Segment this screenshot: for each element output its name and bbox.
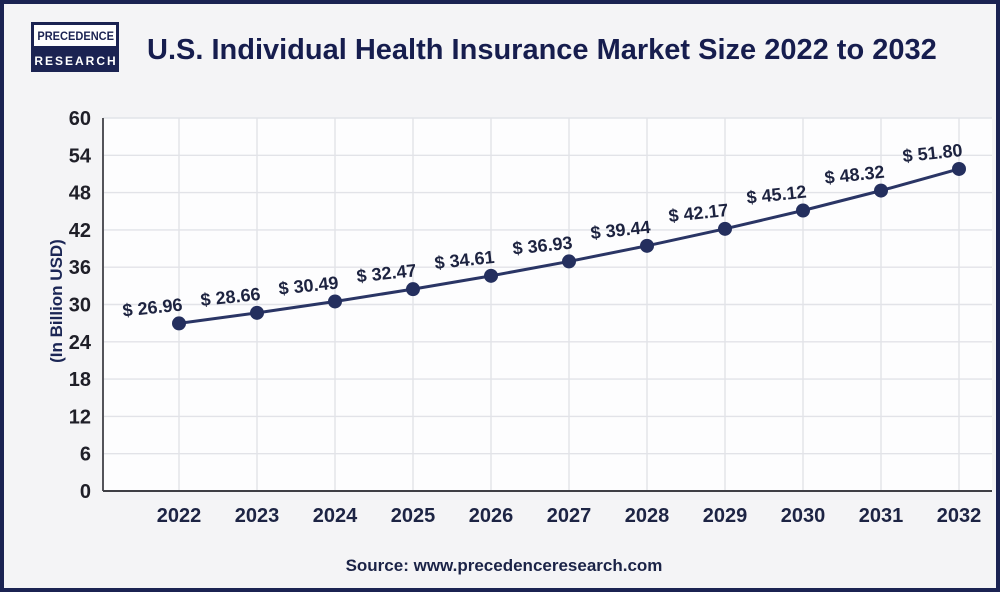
data-point [796,203,810,218]
chart-title: U.S. Individual Health Insurance Market … [147,34,937,66]
y-tick-label: 6 [80,444,91,466]
y-tick-label: 36 [69,257,91,279]
y-tick-label: 0 [80,481,91,503]
y-tick-label: 54 [69,145,92,167]
x-tick-label: 2025 [391,505,436,527]
chart-area: 0 6 12 18 24 30 36 42 48 54 60 2022 2023 2024 2025 2026… [4,4,996,588]
data-point [640,238,654,253]
x-tick-label: 2030 [781,505,826,527]
data-point [562,254,576,269]
y-axis-title: (In Billion USD) [47,239,66,363]
logo-line-1-text: PRECEDENCE [37,29,115,43]
data-point [874,183,888,198]
data-point [484,268,498,283]
data-point [952,161,966,176]
x-tick-label: 2031 [859,505,904,527]
logo-line-1: PRECEDENCE [31,22,119,49]
data-point [328,294,342,309]
x-tick-label: 2032 [937,505,982,527]
precedence-research-logo: PRECEDENCE RESEARCH [31,22,119,72]
logo-line-2: RESEARCH [31,49,119,72]
x-tick-label: 2024 [313,505,358,527]
data-point [250,305,264,320]
x-tick-label: 2026 [469,505,514,527]
x-tick-label: 2028 [625,505,670,527]
x-tick-label: 2022 [157,505,202,527]
y-tick-label: 48 [69,183,91,205]
x-tick-label: 2029 [703,505,748,527]
line-chart-svg: 0 6 12 18 24 30 36 42 48 54 60 2022 2023 2024 2025 2026… [69,108,992,527]
y-tick-label: 24 [69,332,92,354]
x-tick-label: 2027 [547,505,592,527]
y-tick-label: 60 [69,108,91,130]
y-tick-label: 30 [69,295,91,317]
data-point [172,316,186,331]
y-tick-label: 42 [69,220,91,242]
y-tick-label: 12 [69,406,91,428]
source-text: Source: www.precedenceresearch.com [345,556,663,575]
data-point [406,282,420,297]
y-tick-label: 18 [69,369,91,391]
x-tick-label: 2023 [235,505,280,527]
data-point [718,221,732,236]
